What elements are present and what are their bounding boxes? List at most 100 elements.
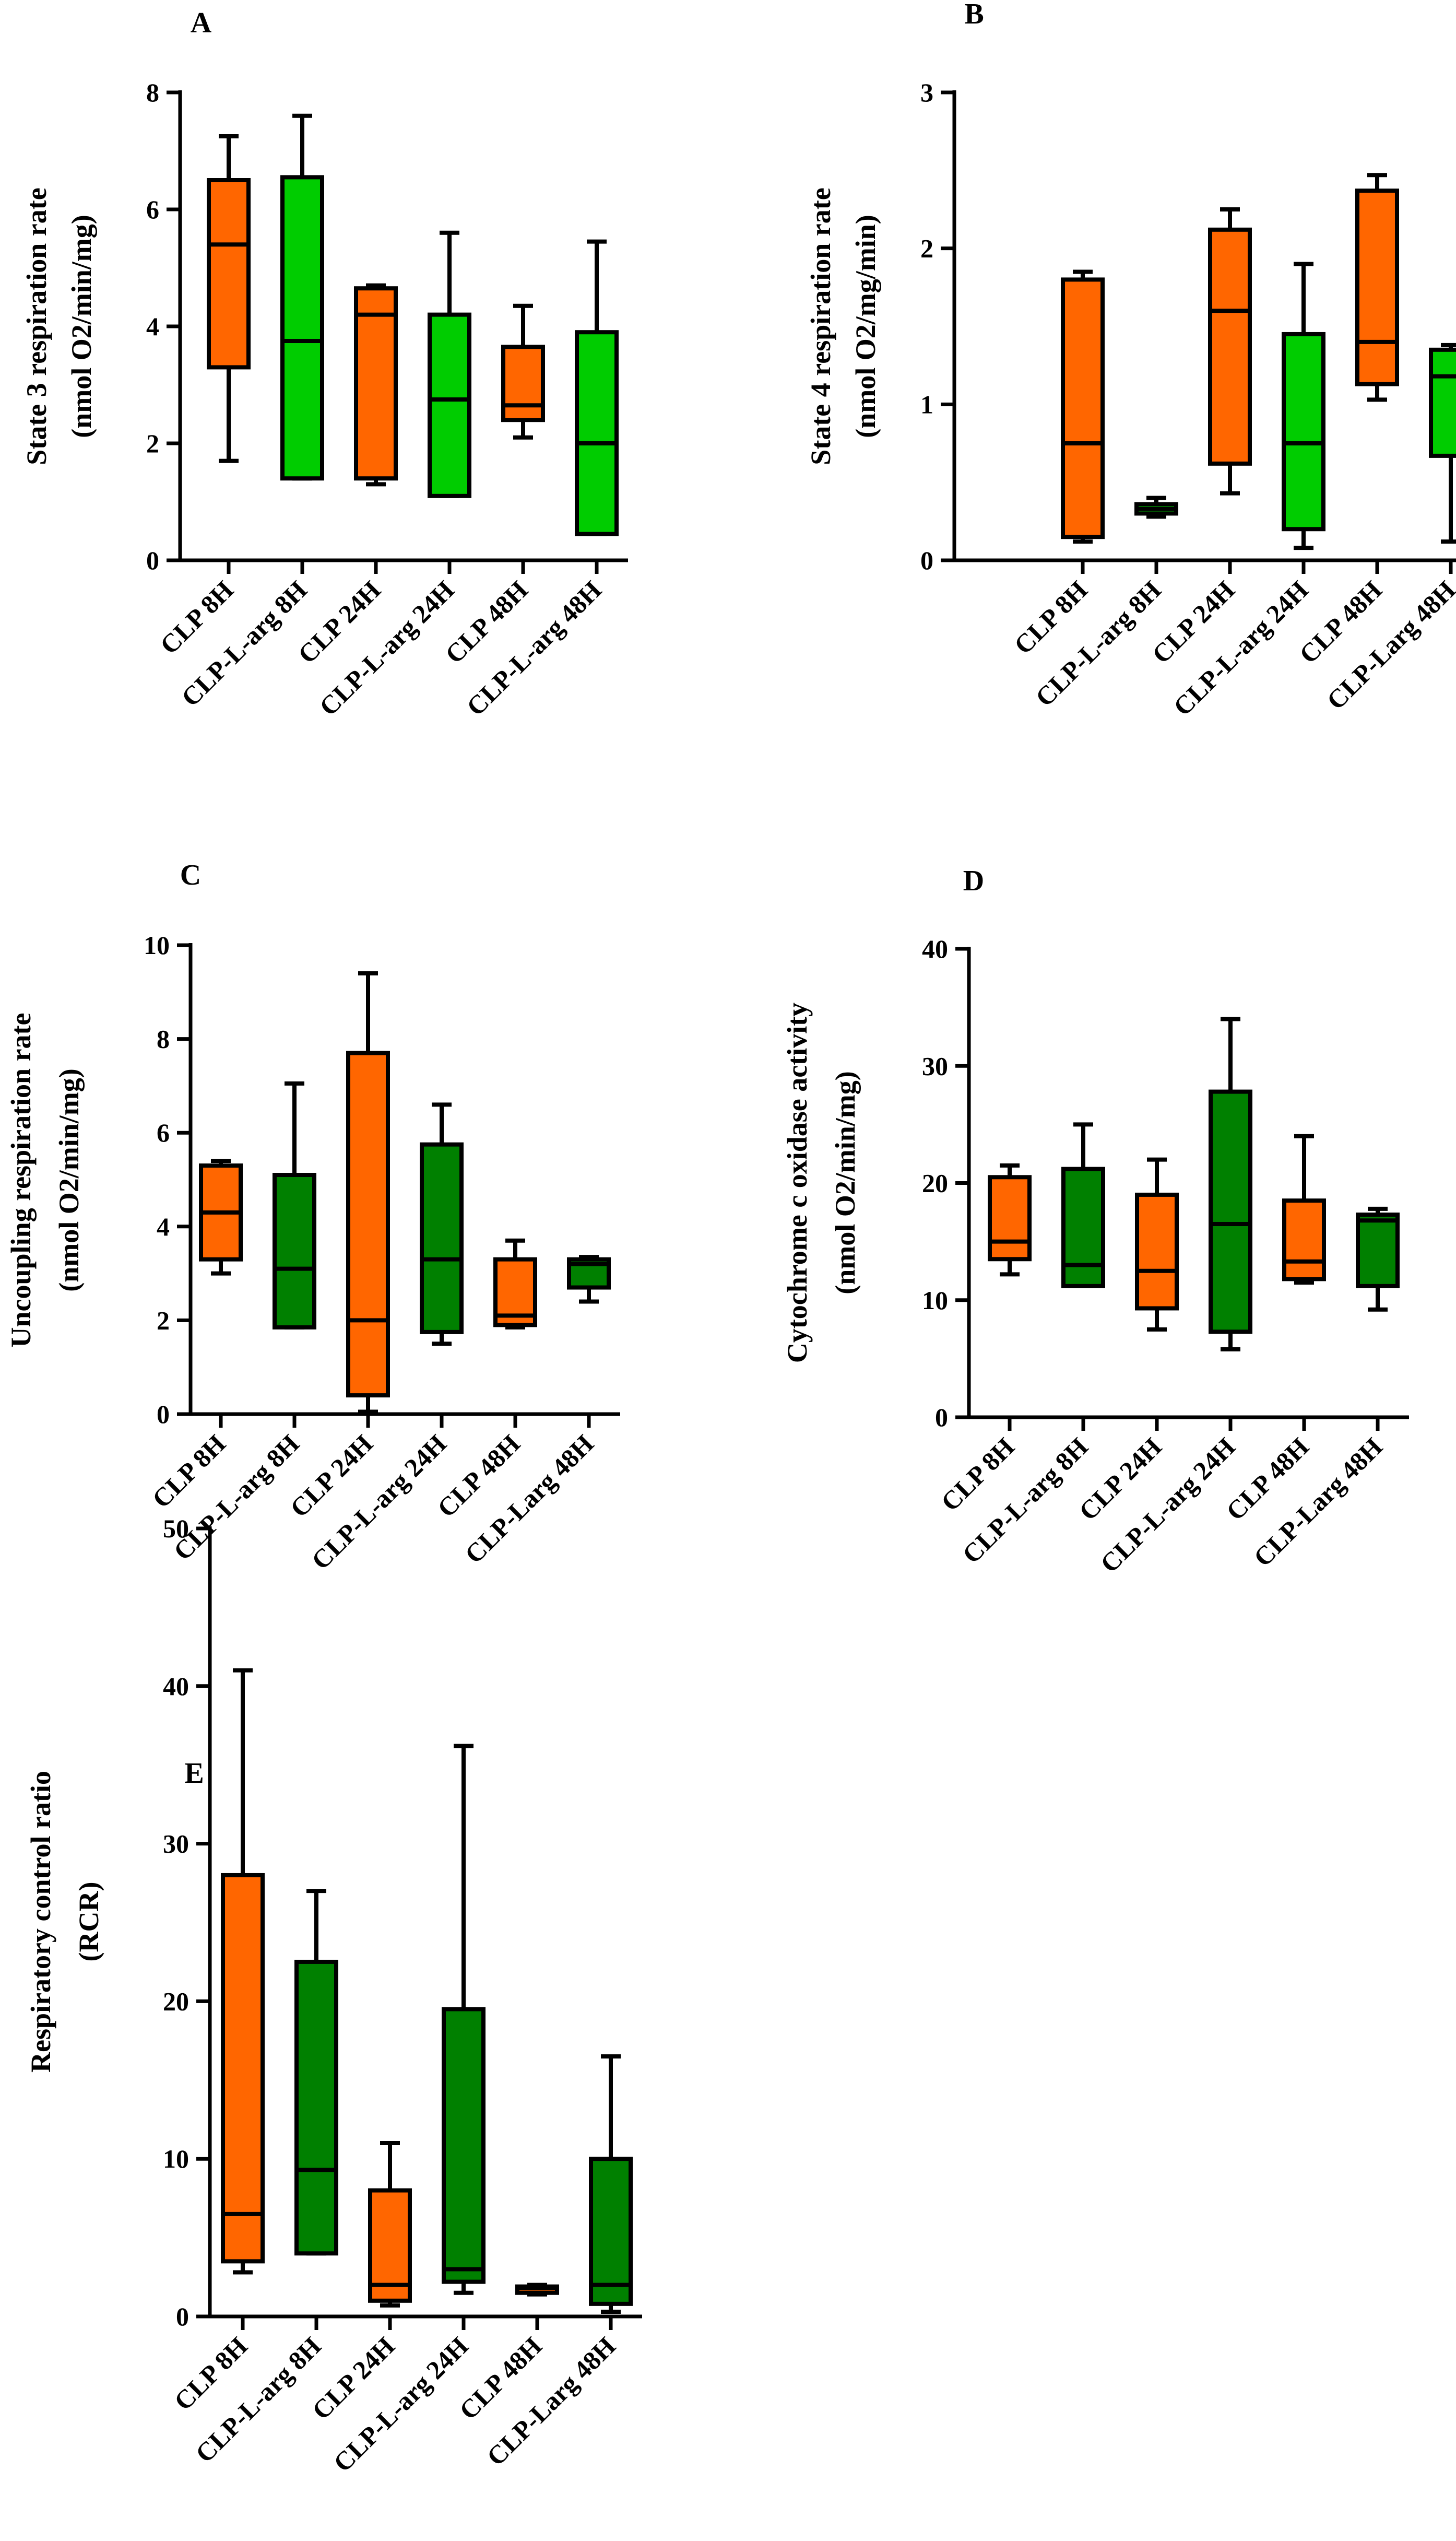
box-5: [515, 2283, 559, 2297]
box-4: [428, 230, 471, 498]
box-1: [199, 1159, 243, 1276]
box-6: [1356, 1206, 1400, 1312]
box-3: [346, 971, 390, 1414]
y-axis-title-line: Respiratory control ratio: [25, 1771, 56, 2073]
y-axis-title-line: State 3 respiration rate: [21, 187, 52, 465]
box-body: [1282, 332, 1325, 532]
panel-label: E: [184, 1757, 204, 1790]
box-body: [368, 2188, 412, 2303]
box-body: [988, 1175, 1032, 1262]
y-tick-label: 10: [144, 931, 170, 960]
y-tick-label: 20: [922, 1169, 948, 1198]
y-axis-title-line: State 4 respiration rate: [805, 187, 836, 465]
x-tick-label: CLP-L-arg 8H: [168, 1429, 305, 1566]
x-tick-label: CLP-L-arg 24H: [328, 2331, 474, 2477]
box-5: [1355, 173, 1399, 402]
box-body: [280, 175, 324, 481]
x-tick-label: CLP-L-arg 48H: [461, 575, 607, 721]
box-body: [442, 2007, 486, 2284]
y-tick-label: 3: [920, 78, 933, 107]
box-1: [207, 134, 251, 463]
box-body: [1356, 1213, 1400, 1288]
y-axis-title: State 3 respiration rate (nmol O2/min/mg): [21, 187, 97, 465]
y-tick-label: 0: [935, 1403, 948, 1432]
box-5: [501, 303, 545, 440]
y-tick-label: 2: [146, 429, 159, 458]
box-4: [420, 1102, 464, 1346]
y-tick-label: 1: [920, 390, 933, 419]
chart-panel-e: E Respiratory control ratio (RCR) 0 10 20 30 40…: [25, 1514, 642, 2477]
y-tick-label: 4: [146, 312, 159, 341]
y-tick-label: 40: [163, 1672, 189, 1701]
y-axis-title-line: (RCR): [73, 1882, 104, 1962]
x-tick-label: CLP-L-arg 24H: [314, 575, 460, 721]
chart-panel-a: A State 3 respiration rate (nmol O2/min/mg…: [21, 7, 628, 721]
box-5: [493, 1238, 537, 1330]
box-4: [1282, 262, 1325, 550]
y-axis-title: Cytochrome c oxidase activity (nmol O2/mi…: [782, 1003, 861, 1363]
y-tick-label: 2: [920, 234, 933, 263]
y-axis-title-line: (nmol O2/min/mg): [53, 1068, 85, 1292]
box-body: [294, 1959, 338, 2256]
box-body: [346, 1051, 390, 1398]
box-body: [354, 286, 398, 481]
box-body: [1282, 1198, 1326, 1281]
box-body: [1208, 227, 1252, 466]
box-1: [221, 1668, 265, 2275]
y-tick-label: 0: [176, 2302, 189, 2331]
x-tick-label: CLP-Larg 48H: [1248, 1432, 1388, 1572]
box-4: [442, 1744, 486, 2295]
box-4: [1209, 1017, 1252, 1351]
box-3: [1208, 207, 1252, 496]
box-2: [294, 1889, 338, 2256]
y-axis-title: Uncoupling respiration rate (nmol O2/min/…: [5, 1013, 85, 1347]
box-1: [1061, 269, 1105, 544]
box-body: [575, 330, 619, 536]
box-body: [1355, 189, 1399, 386]
box-body: [1061, 1167, 1105, 1288]
y-tick-label: 20: [163, 1986, 189, 2016]
box-1: [988, 1163, 1032, 1277]
chart-panel-d: D Cytochrome c oxidase activity (nmol O2/m…: [782, 865, 1409, 1578]
box-2: [280, 113, 324, 481]
y-axis-title-line: (nmol O2/min/mg): [830, 1071, 861, 1295]
y-tick-label: 10: [163, 2144, 189, 2173]
x-tick-label: CLP-L-arg 8H: [956, 1432, 1094, 1569]
x-tick-label: CLP-L-arg 8H: [175, 575, 313, 712]
y-tick-label: 8: [146, 78, 159, 107]
chart-panel-c: C Uncoupling respiration rate (nmol O2/min…: [5, 859, 620, 1575]
y-tick-label: 10: [922, 1286, 948, 1315]
y-axis-title: Respiratory control ratio (RCR): [25, 1771, 104, 2073]
box-body: [273, 1173, 316, 1330]
box-body: [420, 1142, 464, 1334]
box-body: [1429, 347, 1456, 458]
y-axis-title-line: (nmol O2/min/mg): [66, 215, 97, 438]
y-tick-label: 2: [157, 1305, 170, 1335]
x-tick-label: CLP-L-arg 8H: [190, 2331, 327, 2468]
y-tick-label: 0: [146, 546, 159, 575]
box-body: [1135, 1192, 1179, 1311]
y-axis-title-line: Uncoupling respiration rate: [5, 1013, 37, 1347]
y-tick-label: 8: [157, 1025, 170, 1054]
x-tick-label: CLP-Larg 48H: [481, 2331, 621, 2471]
panel-label: B: [964, 0, 984, 30]
y-tick-label: 4: [157, 1212, 170, 1241]
x-tick-label: CLP-L-arg 24H: [1168, 575, 1314, 721]
box-6: [589, 2054, 633, 2314]
x-tick-label: CLP-Larg 48H: [1321, 575, 1456, 715]
box-6: [575, 239, 619, 536]
box-body: [501, 345, 545, 422]
y-tick-label: 0: [157, 1399, 170, 1429]
panel-label: C: [180, 859, 201, 891]
panel-label: D: [963, 865, 984, 897]
y-tick-label: 6: [146, 195, 159, 224]
box-6: [1429, 343, 1456, 544]
y-axis-title: State 4 respiration rate (nmol O2/mg/min): [805, 187, 881, 465]
y-tick-label: 30: [922, 1051, 948, 1080]
box-body: [589, 2157, 633, 2306]
box-body: [207, 178, 251, 370]
box-5: [1282, 1134, 1326, 1285]
y-tick-label: 6: [157, 1118, 170, 1147]
panel-label: A: [191, 7, 212, 39]
